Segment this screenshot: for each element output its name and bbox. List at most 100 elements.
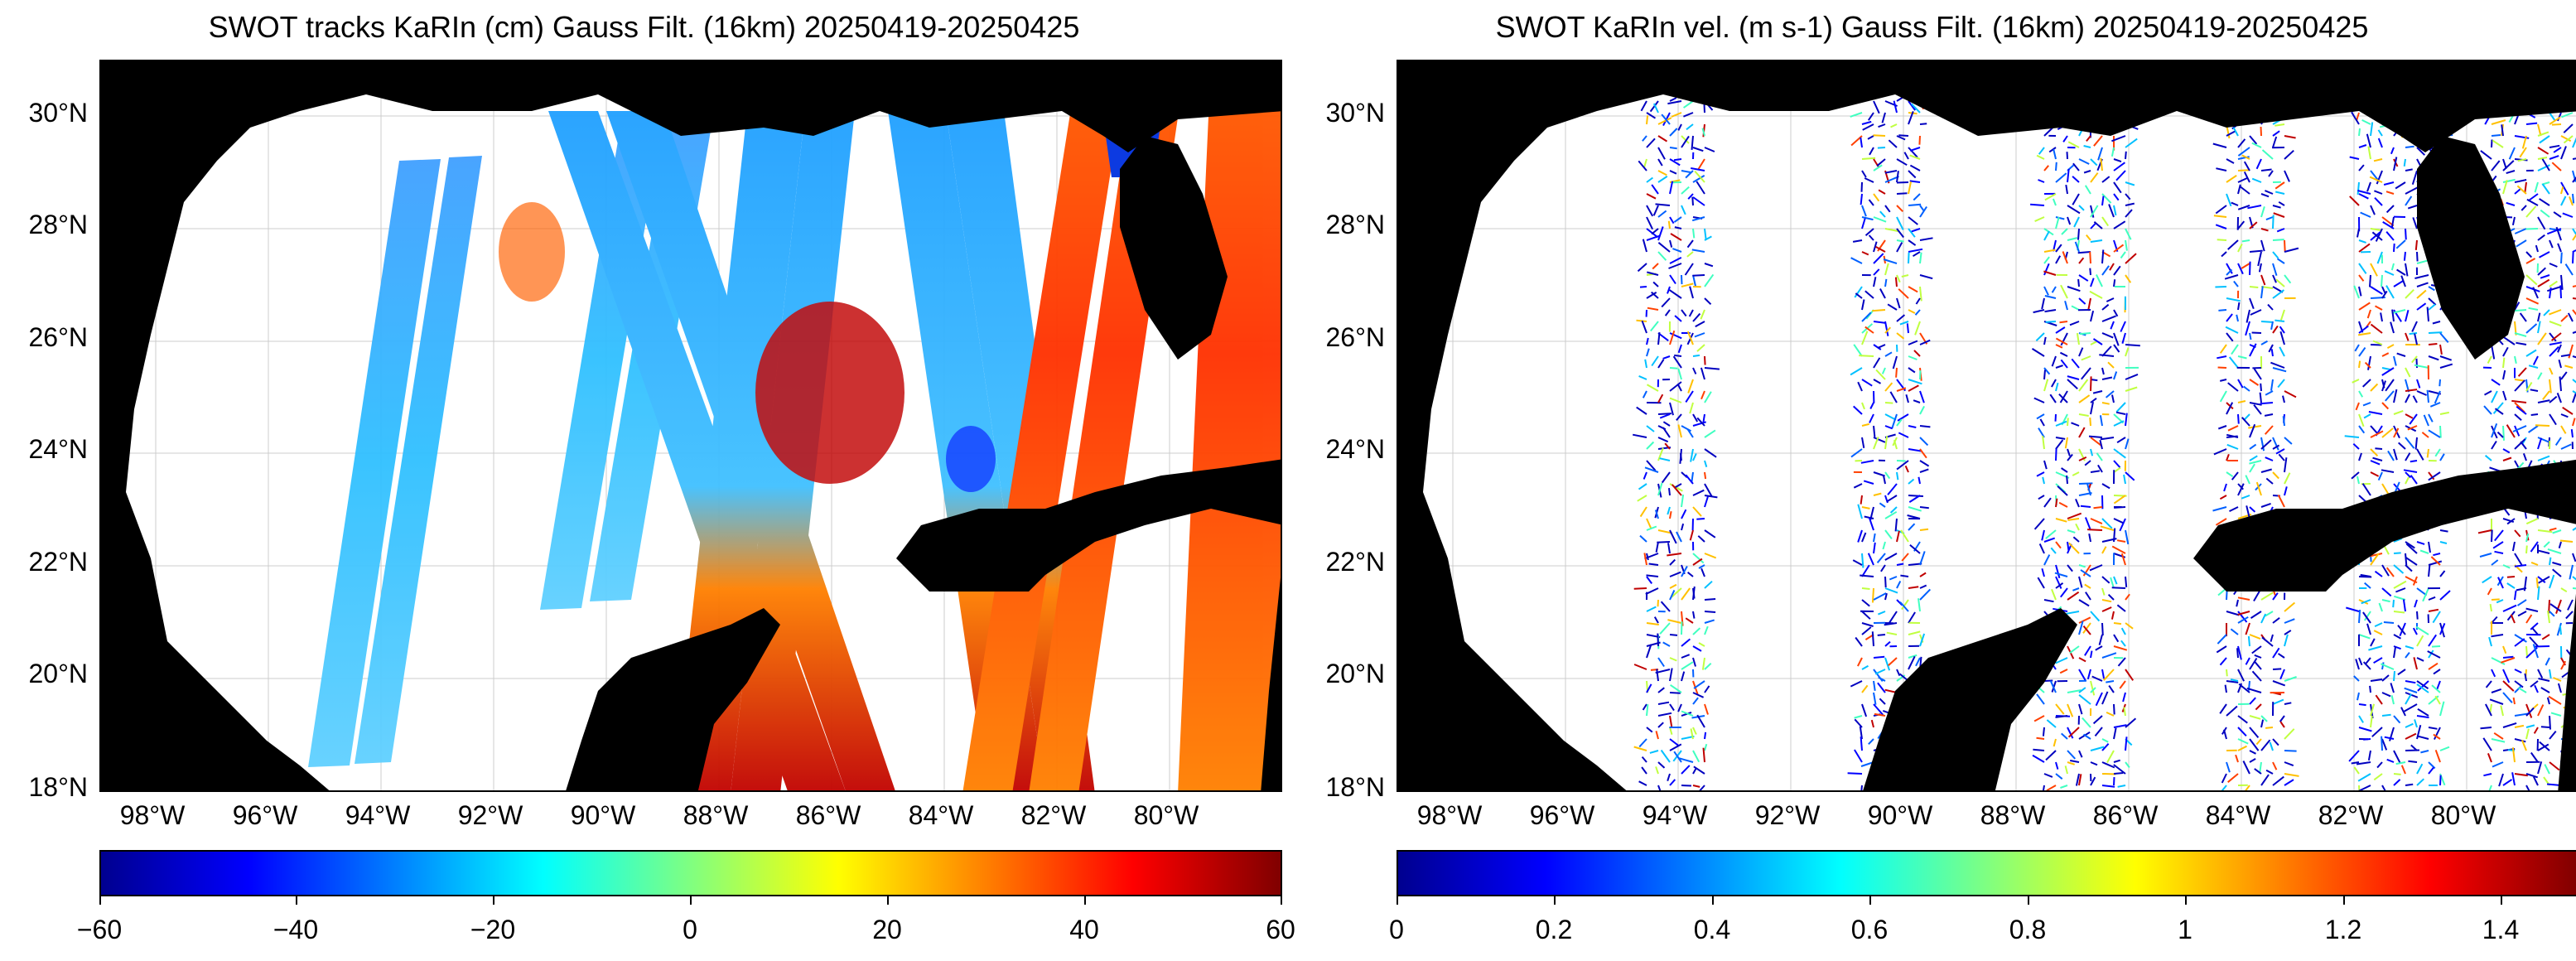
velocity-arrow [2080,505,2091,508]
velocity-arrow [1899,321,1909,326]
velocity-arrow [2414,274,2429,279]
velocity-arrow [1639,506,1647,518]
velocity-arrow [2354,344,2360,352]
velocity-arrow [2405,186,2419,195]
velocity-arrow [2036,693,2045,705]
velocity-arrow [2078,657,2086,663]
velocity-arrow [2101,176,2110,183]
velocity-arrow [1646,574,1659,577]
velocity-arrow [2043,336,2047,345]
velocity-arrow [2371,231,2383,241]
velocity-arrow [2549,321,2562,327]
velocity-arrow [2530,680,2539,688]
velocity-arrow [2089,564,2103,572]
velocity-arrow [2284,630,2292,635]
velocity-arrow [2279,331,2285,345]
velocity-arrow [1908,586,1919,589]
velocity-arrow [2514,332,2527,337]
velocity-arrow [1643,158,1647,168]
velocity-arrow [2090,310,2095,322]
velocity-arrow [2479,553,2492,558]
velocity-arrow [2270,349,2274,357]
velocity-arrow [1660,601,1671,612]
velocity-arrow [2219,657,2227,666]
velocity-arrow [2428,541,2431,553]
velocity-arrow [2033,748,2045,751]
velocity-arrow [1857,504,1863,519]
velocity-arrow [2272,289,2284,299]
velocity-arrow [2416,147,2426,156]
velocity-arrow [2376,251,2383,264]
velocity-arrow [2530,541,2539,553]
velocity-arrow [1859,726,1863,740]
velocity-arrow [2369,176,2383,183]
velocity-arrow [2082,564,2091,577]
velocity-arrow [1896,205,1904,213]
velocity-arrow [2358,302,2371,311]
velocity-arrow [2502,779,2513,786]
velocity-arrow [2502,160,2515,171]
velocity-arrow [2407,425,2418,431]
velocity-arrow [2090,340,2097,345]
velocity-arrow [1873,533,1876,543]
velocity-arrow [2560,354,2570,357]
velocity-arrow [1696,181,1705,195]
velocity-arrow [2078,158,2090,165]
velocity-arrow [2353,285,2360,299]
velocity-arrow [2530,751,2539,763]
velocity-arrow [2560,186,2564,195]
velocity-arrow [2358,657,2363,666]
velocity-arrow [2226,443,2239,450]
velocity-arrow [1880,564,1886,572]
velocity-arrow [2249,343,2257,357]
velocity-arrow [2528,425,2539,433]
velocity-arrow [1913,399,1921,403]
velocity-arrow [2514,638,2525,647]
velocity-arrow [2428,303,2436,311]
velocity-arrow [2381,367,2391,371]
velocity-arrow [1915,297,1921,305]
velocity-arrow [1667,553,1682,557]
velocity-arrow [1662,355,1671,360]
velocity-arrow [1884,622,1898,626]
velocity-arrow [2381,674,2390,682]
velocity-arrow [2055,657,2068,664]
velocity-arrow [2249,506,2256,513]
velocity-arrow [2419,549,2429,554]
velocity-arrow [2405,437,2415,449]
velocity-arrow [2521,135,2527,149]
velocity-arrow [2278,200,2285,206]
velocity-arrow [2485,703,2492,717]
velocity-arrow [1664,309,1671,316]
velocity-arrow [2101,332,2114,339]
velocity-arrow [1673,216,1682,223]
velocity-arrow [2572,576,2576,581]
velocity-arrow [2101,249,2105,264]
velocity-arrow [1896,192,1908,195]
velocity-arrow [2243,385,2250,392]
velocity-arrow [2563,135,2574,144]
velocity-arrow [1676,531,1682,543]
velocity-arrow [2373,657,2383,664]
velocity-arrow [2237,302,2241,311]
velocity-arrow [2383,621,2395,624]
velocity-arrow [1681,785,1691,787]
velocity-arrow [2219,495,2227,500]
velocity-arrow [1704,495,1718,499]
velocity-arrow [1908,448,1922,452]
velocity-arrow [2043,263,2050,276]
velocity-arrow [2393,564,2405,574]
velocity-arrow [1674,315,1682,322]
velocity-arrow [2284,779,2294,786]
velocity-arrow [2415,625,2429,635]
velocity-arrow [2038,147,2045,155]
velocity-arrow [1642,703,1647,711]
velocity-arrow [2055,448,2057,461]
velocity-arrow [2043,249,2056,253]
velocity-arrow [2226,433,2239,438]
velocity-arrow [2534,181,2539,193]
velocity-arrow [2358,164,2365,171]
velocity-arrow [2405,476,2410,485]
velocity-arrow [1908,111,1914,125]
velocity-arrow [2521,740,2527,751]
